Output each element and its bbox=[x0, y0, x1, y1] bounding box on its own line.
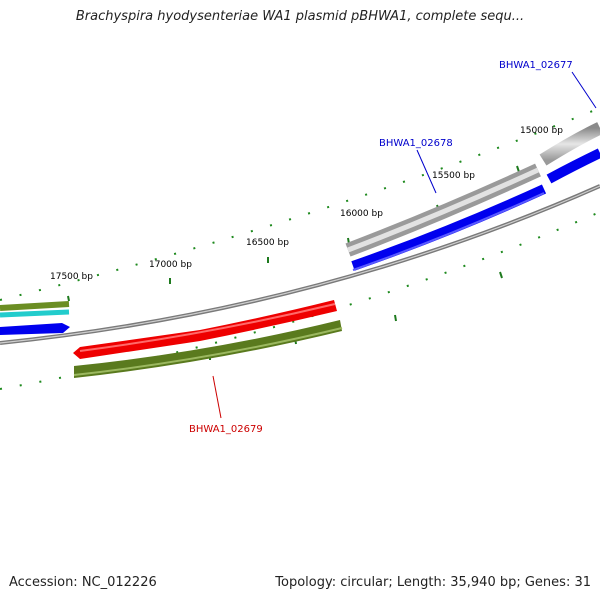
label-leader-02677 bbox=[571, 71, 597, 109]
feature-gray-upper-shine bbox=[347, 167, 540, 253]
tick-label-17000: 17000 bp bbox=[149, 260, 192, 270]
scale-tick bbox=[67, 295, 70, 302]
inner-tick-track bbox=[0, 211, 600, 390]
gene-green-lower-shine bbox=[73, 327, 343, 376]
cds-reverse-red-shine bbox=[79, 303, 336, 352]
gene-label-bhwa1-02678[interactable]: BHWA1_02678 bbox=[379, 138, 453, 149]
cds-forward-blue-shade bbox=[352, 192, 545, 271]
map-title: Brachyspira hyodysenteriae WA1 plasmid p… bbox=[75, 9, 525, 24]
cds-forward-blue-right bbox=[546, 148, 600, 184]
label-leader-02679 bbox=[212, 375, 222, 419]
summary-text: Topology: circular; Length: 35,940 bp; G… bbox=[275, 575, 591, 590]
tick-label-16000: 16000 bp bbox=[340, 209, 383, 219]
cds-blue-left bbox=[0, 323, 70, 335]
gene-green-lower bbox=[74, 320, 342, 378]
tick-label-17500: 17500 bp bbox=[50, 272, 93, 282]
feature-cyan-left bbox=[0, 309, 70, 318]
cds-forward-blue bbox=[351, 184, 547, 271]
feature-green-left bbox=[0, 301, 70, 311]
scale-tick bbox=[394, 314, 397, 322]
gene-label-bhwa1-02677[interactable]: BHWA1_02677 bbox=[499, 60, 573, 71]
accession-text: Accession: NC_012226 bbox=[9, 575, 157, 590]
feature-gray-upper-right bbox=[539, 122, 600, 166]
label-leader-02678 bbox=[416, 149, 437, 194]
scale-tick bbox=[516, 165, 520, 173]
tick-label-15500: 15500 bp bbox=[432, 171, 475, 181]
tick-label-15000: 15000 bp bbox=[520, 126, 563, 136]
scale-tick bbox=[499, 271, 503, 279]
cds-reverse-red bbox=[73, 300, 337, 359]
gene-label-bhwa1-02679[interactable]: BHWA1_02679 bbox=[189, 424, 263, 435]
plasmid-backbone-highlight bbox=[0, 185, 600, 344]
tick-label-16500: 16500 bp bbox=[246, 238, 289, 248]
